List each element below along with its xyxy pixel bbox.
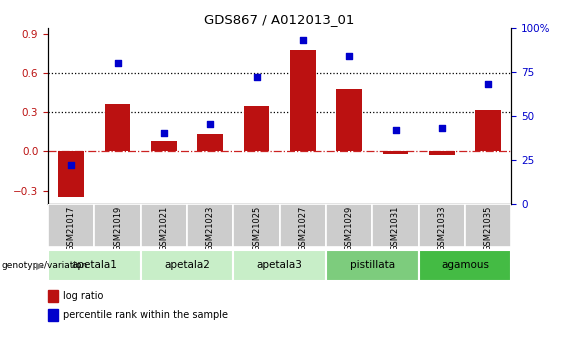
Bar — [141, 250, 233, 281]
Point — [206, 122, 215, 127]
Text: GSM21031: GSM21031 — [391, 206, 400, 252]
Bar — [58, 151, 84, 197]
Text: ▶: ▶ — [36, 260, 44, 270]
Bar — [48, 290, 58, 302]
Text: GSM21035: GSM21035 — [484, 206, 493, 252]
Bar — [48, 204, 94, 247]
Bar — [48, 250, 141, 281]
Bar — [280, 204, 326, 247]
Bar — [94, 204, 141, 247]
Point — [345, 53, 354, 59]
Text: GSM21023: GSM21023 — [206, 206, 215, 252]
Bar — [187, 204, 233, 247]
Bar — [383, 151, 408, 154]
Text: log ratio: log ratio — [63, 291, 104, 301]
Bar — [429, 151, 455, 155]
Bar — [372, 204, 419, 247]
Point — [298, 37, 307, 43]
Text: apetala1: apetala1 — [71, 260, 118, 269]
Text: GSM21019: GSM21019 — [113, 206, 122, 251]
Bar — [419, 250, 511, 281]
Bar — [336, 89, 362, 151]
Bar — [233, 250, 326, 281]
Text: GSM21017: GSM21017 — [67, 206, 76, 252]
Bar — [419, 204, 465, 247]
Point — [391, 127, 400, 132]
Bar — [151, 141, 177, 151]
Text: percentile rank within the sample: percentile rank within the sample — [63, 310, 228, 320]
Text: GSM21033: GSM21033 — [437, 206, 446, 252]
Point — [113, 60, 122, 66]
Text: GSM21027: GSM21027 — [298, 206, 307, 252]
Text: apetala2: apetala2 — [164, 260, 210, 269]
Text: genotype/variation: genotype/variation — [1, 261, 88, 270]
Bar — [326, 204, 372, 247]
Text: apetala3: apetala3 — [257, 260, 303, 269]
Bar — [244, 106, 270, 151]
Bar — [326, 250, 419, 281]
Bar — [48, 309, 58, 321]
Bar — [475, 110, 501, 151]
Text: GSM21021: GSM21021 — [159, 206, 168, 251]
Point — [252, 74, 261, 80]
Point — [437, 125, 446, 131]
Text: agamous: agamous — [441, 260, 489, 269]
Bar — [105, 105, 131, 151]
Text: pistillata: pistillata — [350, 260, 395, 269]
Text: GSM21029: GSM21029 — [345, 206, 354, 251]
Point — [67, 162, 76, 168]
Bar — [233, 204, 280, 247]
Title: GDS867 / A012013_01: GDS867 / A012013_01 — [205, 13, 355, 27]
Point — [484, 81, 493, 87]
Bar — [465, 204, 511, 247]
Bar — [197, 135, 223, 151]
Point — [159, 130, 168, 136]
Bar — [290, 50, 316, 151]
Text: GSM21025: GSM21025 — [252, 206, 261, 251]
Bar — [141, 204, 187, 247]
